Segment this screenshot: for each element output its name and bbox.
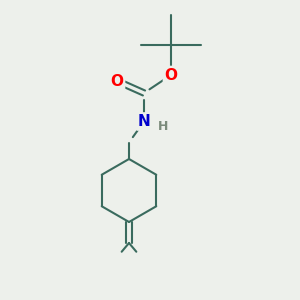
- Text: O: O: [164, 68, 178, 82]
- Text: N: N: [138, 114, 150, 129]
- Text: H: H: [158, 120, 169, 133]
- Text: O: O: [110, 74, 124, 88]
